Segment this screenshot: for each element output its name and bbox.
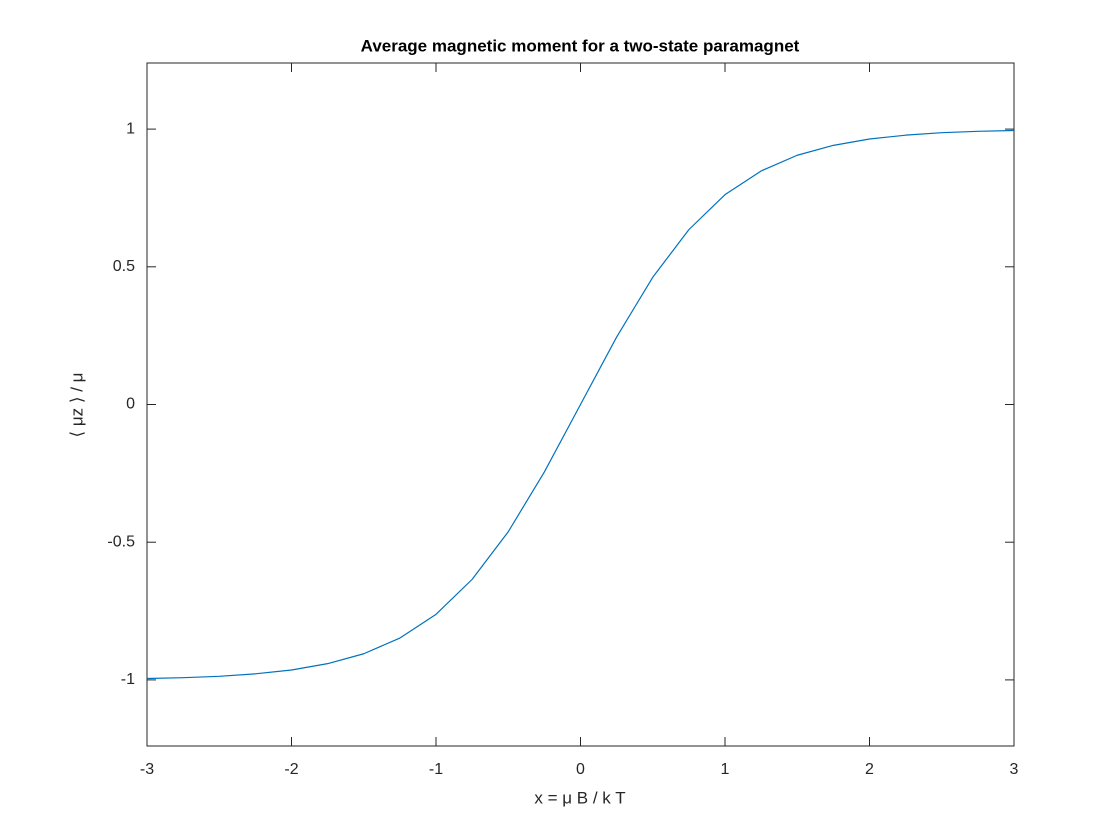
data-line bbox=[146, 129, 1015, 680]
y-axis-label: ⟨ μz ⟩ / μ bbox=[67, 373, 86, 438]
x-tick-label: 0 bbox=[576, 761, 585, 778]
y-tick-label: 0 bbox=[126, 396, 135, 413]
x-tick-label: -1 bbox=[429, 761, 443, 778]
x-tick-label: 2 bbox=[865, 761, 874, 778]
y-tick-label: 1 bbox=[126, 120, 135, 137]
x-tick-label: -2 bbox=[284, 761, 298, 778]
x-tick-label: 1 bbox=[721, 761, 730, 778]
chart-title: Average magnetic moment for a two-state … bbox=[361, 36, 800, 55]
y-tick-label: 0.5 bbox=[113, 258, 135, 275]
x-tick-label: 3 bbox=[1010, 761, 1019, 778]
y-tick-label: -0.5 bbox=[107, 533, 135, 550]
x-tick-label: -3 bbox=[140, 761, 154, 778]
y-tick-label: -1 bbox=[121, 671, 135, 688]
x-axis-label: x = μ B / k T bbox=[534, 788, 625, 807]
